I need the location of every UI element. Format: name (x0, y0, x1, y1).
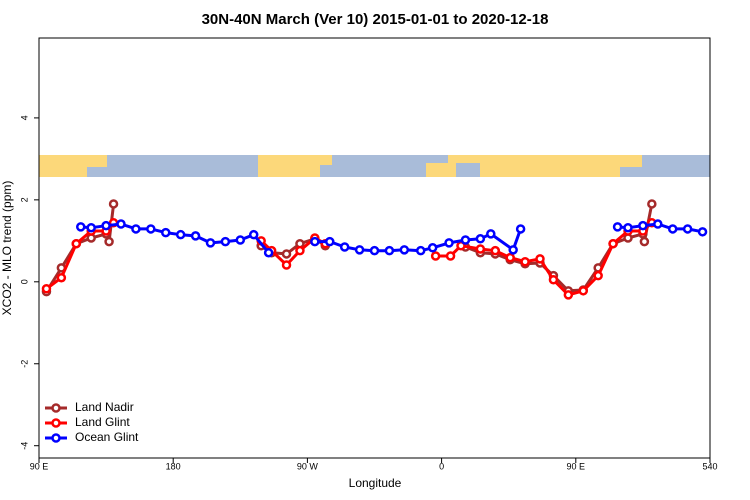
legend-label: Land Glint (75, 415, 130, 429)
point (647, 199, 657, 209)
legend-marker (51, 418, 61, 428)
x-tick-label: 90 W (297, 461, 319, 471)
point (325, 236, 335, 247)
point (653, 219, 663, 229)
x-axis-label: Longitude (349, 476, 402, 490)
point (310, 236, 320, 247)
land (320, 155, 332, 165)
x-tick-label: 180 (166, 461, 181, 471)
point (682, 224, 693, 234)
point (354, 245, 365, 255)
point (160, 227, 171, 238)
point (295, 245, 305, 256)
land (580, 167, 620, 177)
land (426, 163, 456, 177)
y-axis-label: XCO2 - MLO trend (ppm) (0, 181, 14, 316)
point (235, 235, 246, 245)
land (620, 155, 642, 167)
point (430, 251, 441, 261)
point (608, 238, 618, 249)
legend-marker (51, 433, 61, 443)
point (415, 245, 426, 256)
point (86, 222, 96, 233)
point (505, 252, 515, 263)
point (116, 219, 126, 229)
land (448, 155, 508, 163)
point (369, 245, 380, 256)
point (56, 272, 67, 283)
legend-label: Land Nadir (75, 400, 134, 414)
legend-label: Ocean Glint (75, 430, 139, 444)
point (101, 220, 111, 231)
point (520, 256, 530, 267)
x-tick-label: 90 E (30, 461, 49, 471)
point (108, 199, 119, 209)
point (175, 229, 186, 240)
point (638, 220, 648, 231)
point (263, 247, 274, 258)
point (535, 254, 545, 264)
point (384, 245, 395, 256)
point (548, 275, 559, 285)
point (146, 224, 156, 234)
point (508, 245, 518, 255)
point (220, 236, 231, 247)
point (399, 245, 410, 255)
y-tick-label: -4 (19, 442, 29, 450)
point (593, 270, 603, 281)
x-tick-label: 0 (439, 461, 444, 471)
y-tick-label: 2 (19, 197, 29, 202)
point (460, 235, 471, 245)
land (87, 155, 107, 167)
point (427, 243, 438, 253)
point (563, 290, 574, 300)
point (445, 251, 456, 261)
point (76, 222, 86, 232)
land (39, 155, 87, 177)
legend-marker (51, 403, 61, 413)
point (131, 224, 141, 234)
y-tick-label: 0 (19, 279, 29, 284)
point (190, 231, 201, 241)
point (41, 284, 52, 294)
point (281, 260, 292, 270)
map-strip (39, 155, 710, 177)
land (258, 155, 320, 177)
point (623, 222, 633, 233)
x-tick-label: 90 E (567, 461, 586, 471)
point (444, 238, 454, 248)
point (205, 238, 216, 248)
point (71, 238, 82, 249)
chart-title: 30N-40N March (Ver 10) 2015-01-01 to 202… (202, 11, 549, 28)
point (104, 236, 114, 247)
point (475, 234, 486, 244)
point (486, 229, 496, 239)
x-tick-label: 540 (702, 461, 717, 471)
point (578, 286, 589, 296)
y-tick-label: 4 (19, 115, 29, 120)
point (639, 236, 650, 247)
point (475, 244, 486, 254)
y-tick-label: -2 (19, 360, 29, 368)
plot-frame (38, 37, 711, 459)
point (339, 242, 350, 252)
land (508, 155, 620, 167)
point (281, 249, 292, 259)
point (612, 222, 623, 232)
point (490, 245, 501, 256)
point (515, 224, 526, 234)
point (697, 227, 708, 237)
point (248, 229, 259, 240)
point (667, 224, 678, 234)
